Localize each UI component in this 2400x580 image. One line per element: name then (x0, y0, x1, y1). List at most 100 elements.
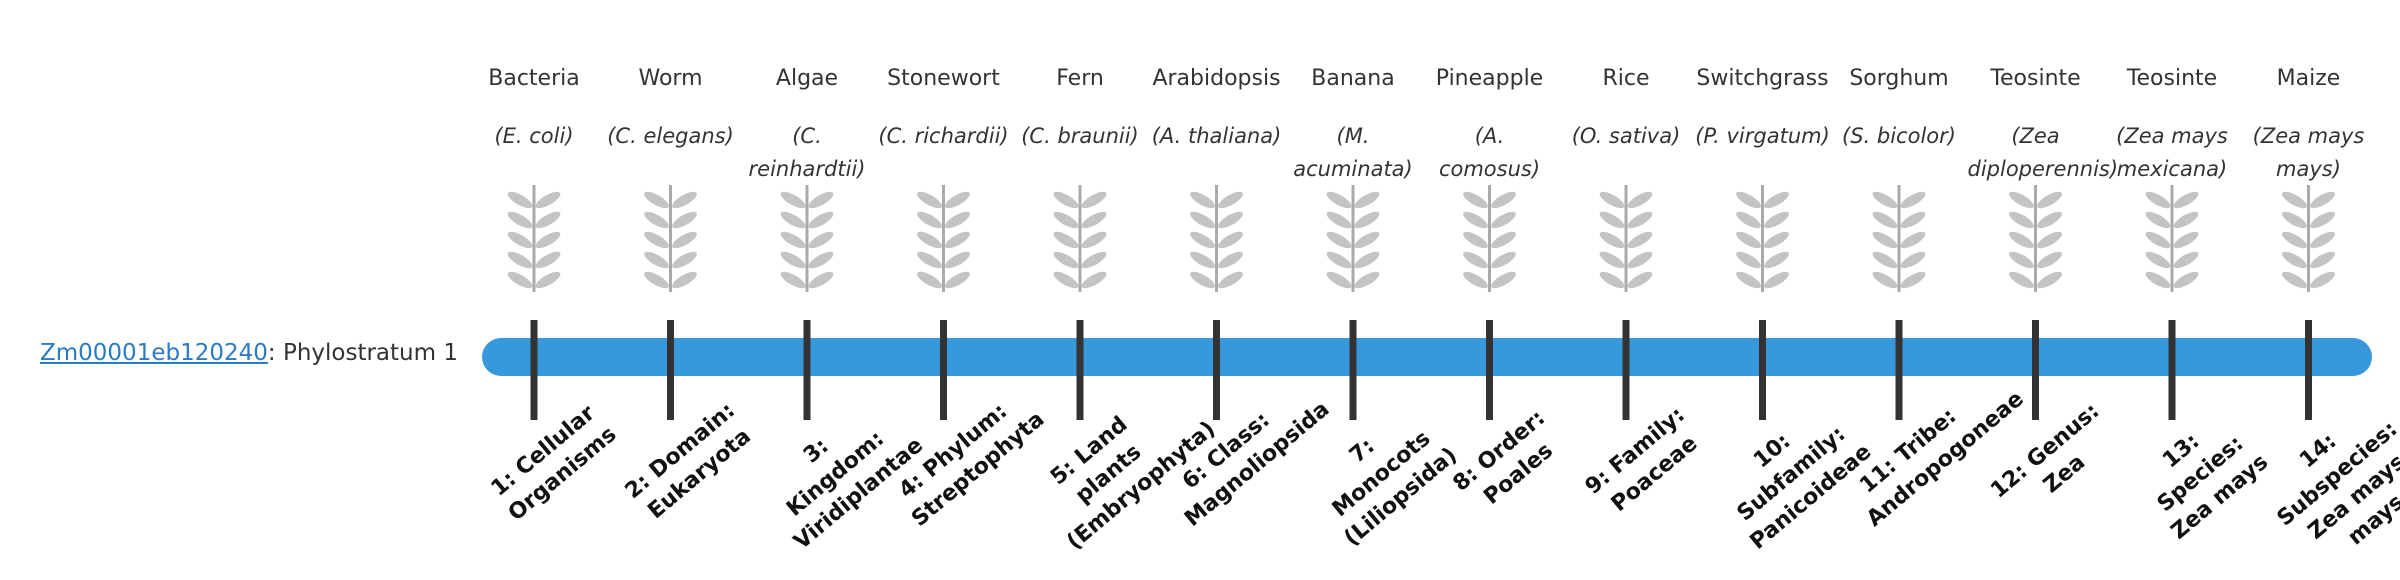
leaf (808, 231, 834, 249)
leaf (1599, 271, 1625, 289)
organism-name: Maize (2276, 66, 2341, 91)
organism-name: Worm (638, 66, 703, 91)
scientific-name: (M. acuminata) (1293, 124, 1413, 181)
leaf (1900, 251, 1926, 269)
leaf (644, 271, 669, 289)
leaf (945, 191, 970, 209)
leaf (1218, 211, 1243, 229)
leaf (1627, 271, 1653, 289)
leaf (808, 271, 834, 289)
leaf (1218, 231, 1243, 249)
leaf (1491, 211, 1516, 229)
leaf (808, 211, 834, 229)
leaf (2009, 191, 2034, 209)
leaf (1218, 191, 1243, 209)
scientific-name: (C. richardii) (878, 124, 1009, 148)
leaf (1764, 251, 1789, 269)
leaf (507, 271, 533, 289)
leaf (1081, 271, 1107, 289)
leaf (1081, 211, 1107, 229)
organism-illustration (1872, 185, 1926, 292)
leaf (672, 271, 697, 289)
leaf (2173, 211, 2199, 229)
leaf (1081, 231, 1107, 249)
leaf (1599, 191, 1625, 209)
scientific-name: (Zea diploperennis) (1967, 124, 2119, 181)
leaf (1627, 191, 1653, 209)
scientific-name: (Zea mays mexicana) (2116, 124, 2228, 181)
leaf (917, 191, 942, 209)
leaf (1900, 271, 1926, 289)
leaf (1736, 251, 1761, 269)
leaf (2009, 271, 2034, 289)
organism-illustration (917, 185, 970, 292)
leaf (1081, 251, 1107, 269)
organism-name: Rice (1602, 66, 1650, 91)
leaf (945, 251, 970, 269)
organism-name: Fern (1056, 66, 1104, 91)
leaf (644, 191, 669, 209)
organism-name: Stonewort (887, 66, 1000, 91)
leaf (1053, 211, 1079, 229)
organism-illustration (1190, 185, 1243, 292)
leaf (780, 271, 806, 289)
leaf (1872, 251, 1898, 269)
leaf (1354, 191, 1380, 209)
leaf (644, 211, 669, 229)
organism-illustration (644, 185, 697, 292)
organism-name: Arabidopsis (1152, 66, 1281, 91)
scientific-name: (A. thaliana) (1151, 124, 1282, 148)
leaf (2037, 191, 2062, 209)
leaf (1081, 191, 1107, 209)
leaf (2310, 271, 2335, 289)
leaf (2282, 251, 2307, 269)
leaf (1326, 271, 1352, 289)
organism-name: Banana (1311, 66, 1395, 91)
leaf (2282, 211, 2307, 229)
leaf (945, 211, 970, 229)
scientific-name: (C. elegans) (607, 124, 734, 148)
leaf (1190, 271, 1215, 289)
leaf (1354, 211, 1380, 229)
scientific-name: (C. braunii) (1021, 124, 1139, 148)
leaf (945, 271, 970, 289)
leaf (1053, 271, 1079, 289)
leaf (644, 231, 669, 249)
leaf (808, 251, 834, 269)
leaf (1354, 251, 1380, 269)
leaf (1190, 211, 1215, 229)
leaf (1218, 251, 1243, 269)
leaf (1599, 231, 1625, 249)
leaf (1764, 211, 1789, 229)
leaf (644, 251, 669, 269)
leaf (1463, 191, 1488, 209)
leaf (1764, 231, 1789, 249)
leaf (780, 211, 806, 229)
leaf (1354, 231, 1380, 249)
leaf (1872, 191, 1898, 209)
leaf (2037, 271, 2062, 289)
leaf (1190, 251, 1215, 269)
gene-link[interactable]: Zm00001eb120240 (40, 340, 268, 366)
gene-suffix: : Phylostratum 1 (267, 340, 458, 366)
leaf (2037, 251, 2062, 269)
organism-name: Pineapple (1435, 66, 1544, 91)
organism-illustration (2145, 185, 2199, 292)
leaf (2173, 271, 2199, 289)
leaf (1463, 271, 1488, 289)
leaf (2145, 271, 2171, 289)
leaf (1599, 211, 1625, 229)
leaf (1736, 191, 1761, 209)
organism-name: Switchgrass (1696, 66, 1829, 91)
organism-illustration (2009, 185, 2062, 292)
leaf (1190, 191, 1215, 209)
scientific-name: (A. comosus) (1438, 124, 1541, 181)
leaf (535, 251, 561, 269)
leaf (1736, 271, 1761, 289)
leaf (2037, 211, 2062, 229)
leaf (2173, 251, 2199, 269)
leaf (672, 251, 697, 269)
leaf (535, 231, 561, 249)
leaf (1326, 191, 1352, 209)
